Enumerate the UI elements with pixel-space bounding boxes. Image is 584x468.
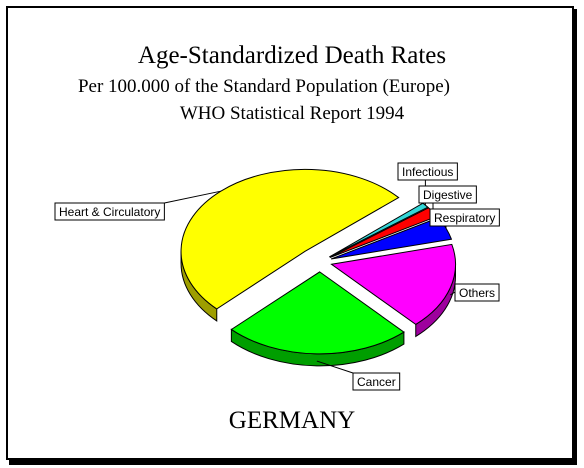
- chart-subtitle-2: WHO Statistical Report 1994: [179, 103, 405, 124]
- leader-line: [164, 190, 221, 204]
- country-caption: GERMANY: [228, 407, 356, 434]
- slice-label-others: Others: [459, 286, 495, 300]
- slice-label-infectious: Infectious: [402, 165, 453, 179]
- slice-label-box: [352, 372, 401, 391]
- pie-slice-cancer: [230, 271, 405, 355]
- leader-line: [450, 291, 456, 296]
- slice-label-heart-circulatory: Heart & Circulatory: [59, 205, 160, 219]
- slice-label-box: [397, 162, 458, 181]
- leader-line: [316, 360, 354, 374]
- slice-label-digestive: Digestive: [423, 188, 473, 202]
- slice-label-box: [418, 185, 477, 204]
- chart-title: Age-Standardized Death Rates: [137, 42, 447, 69]
- slice-label-box: [429, 208, 500, 227]
- slice-label-cancer: Cancer: [357, 375, 396, 389]
- pie-slice-others: [330, 243, 456, 326]
- slice-label-box: [54, 202, 165, 221]
- pie-slice-heart-circulatory: [180, 168, 400, 310]
- chart-subtitle-1: Per 100.000 of the Standard Population (…: [77, 76, 450, 97]
- slice-label-respiratory: Respiratory: [434, 211, 495, 225]
